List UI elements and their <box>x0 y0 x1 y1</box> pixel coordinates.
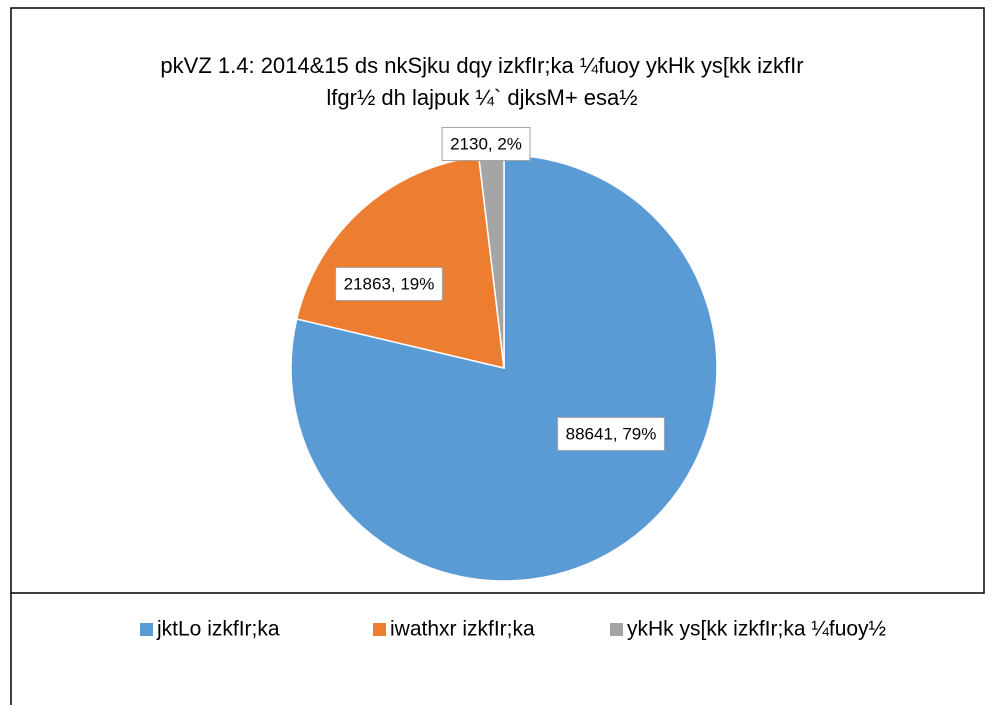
pie-slice <box>290 154 718 582</box>
chart-title: lfgr½ dh lajpuk ¼` djksM+ esa½ <box>326 85 637 110</box>
chart-frame <box>10 7 985 594</box>
pie-slice <box>295 155 505 369</box>
legend-swatch <box>610 623 623 636</box>
chart-title: pkVZ 1.4: 2014&15 ds nkSjku dqy izkfIr;k… <box>160 53 803 78</box>
legend-label: jktLo izkfIr;ka <box>156 618 280 641</box>
data-label: 2130, 2% <box>450 134 522 153</box>
data-label: 88641, 79% <box>566 424 657 443</box>
data-label-box <box>441 126 531 161</box>
data-label: 21863, 19% <box>344 274 435 293</box>
legend-swatch <box>373 623 386 636</box>
legend-swatch <box>140 623 153 636</box>
legend-label: iwathxr izkfIr;ka <box>390 618 535 641</box>
data-label-box <box>335 266 443 301</box>
legend-label: ykHk ys[kk izkfIr;ka ¼fuoy½ <box>627 618 886 641</box>
data-label-box <box>557 416 665 451</box>
